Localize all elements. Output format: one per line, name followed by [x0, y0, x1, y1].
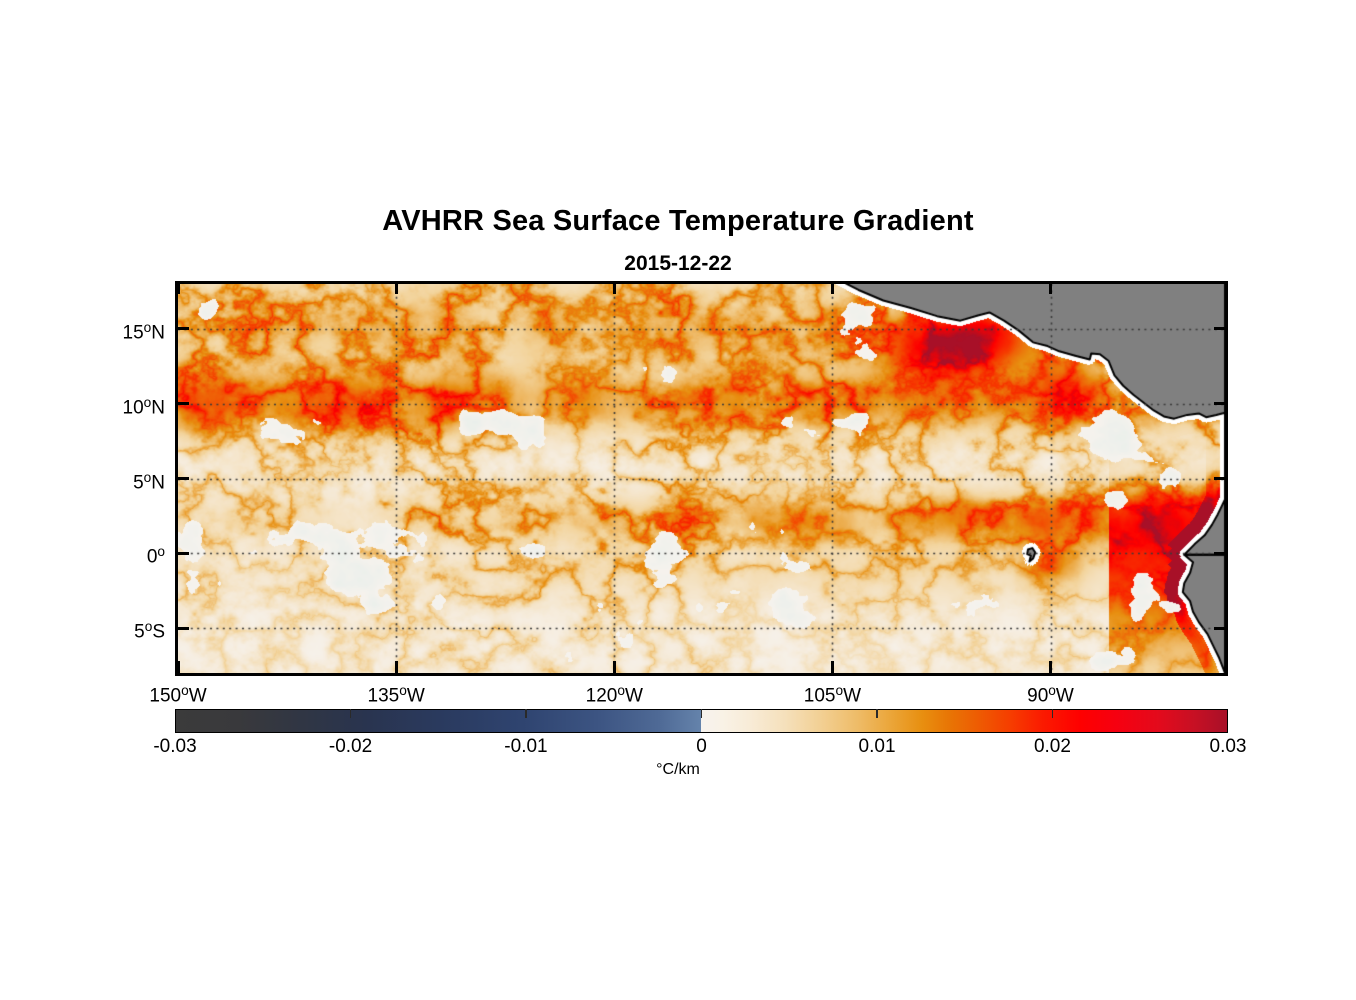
- x-tick-top-3: [830, 284, 834, 294]
- colorbar-label-6: 0.03: [1209, 736, 1247, 757]
- y-tick-right-1: [1214, 402, 1225, 406]
- chart-subtitle-date: 2015-12-22: [624, 252, 732, 275]
- colorbar-unit-text: °C/km: [656, 761, 700, 778]
- y-tick-right-3: [1214, 551, 1225, 555]
- x-tick-top-4: [1049, 284, 1052, 294]
- colorbar-tick-2: [525, 709, 527, 718]
- x-tick-bottom-1: [394, 661, 398, 673]
- colorbar-label-4: 0.01: [858, 736, 896, 757]
- y-tick-label-1: 10oN: [122, 394, 165, 419]
- x-tick-top-1: [394, 284, 398, 294]
- map-plot-area[interactable]: [175, 281, 1228, 676]
- colorbar[interactable]: [175, 709, 1228, 733]
- y-tick-label-3: 0o: [146, 544, 165, 568]
- x-tick-label-0: 150oW: [149, 683, 207, 707]
- page-title: AVHRR Sea Surface Temperature Gradient: [382, 205, 974, 237]
- colorbar-label-1: -0.02: [328, 736, 373, 757]
- y-tick-right-0: [1214, 327, 1225, 331]
- x-tick-bottom-0: [176, 661, 180, 673]
- y-tick-label-2: 5oN: [133, 469, 165, 494]
- colorbar-label-3: 0: [696, 736, 707, 757]
- y-tick-label-4: 5oS: [134, 619, 165, 643]
- colorbar-tick-3: [700, 709, 703, 718]
- x-tick-bottom-3: [830, 661, 834, 673]
- y-tick-left-3: [178, 551, 189, 555]
- colorbar-label-5: 0.02: [1033, 736, 1071, 757]
- colorbar-unit-label: °C/km: [0, 760, 1356, 779]
- y-tick-left-4: [178, 626, 189, 630]
- x-tick-label-2: 120oW: [585, 683, 643, 707]
- x-tick-top-2: [612, 284, 616, 294]
- y-tick-right-4: [1214, 626, 1225, 630]
- colorbar-label-2: -0.01: [504, 736, 548, 757]
- x-tick-label-3: 105oW: [803, 683, 861, 707]
- x-tick-bottom-2: [612, 661, 616, 673]
- y-tick-right-2: [1214, 477, 1225, 480]
- x-tick-top-0: [176, 284, 180, 294]
- y-tick-left-1: [178, 402, 189, 406]
- colorbar-tick-1: [349, 709, 352, 718]
- y-tick-left-2: [178, 477, 189, 480]
- sst-gradient-heatmap: [178, 284, 1225, 673]
- y-tick-label-0: 15oN: [122, 319, 165, 344]
- x-tick-label-1: 135oW: [367, 683, 425, 707]
- colorbar-tick-5: [1051, 709, 1054, 718]
- x-tick-label-4: 90oW: [1027, 683, 1074, 707]
- y-tick-left-0: [178, 327, 189, 331]
- colorbar-label-0: -0.03: [153, 736, 197, 757]
- colorbar-gradient-positive: [701, 709, 1228, 733]
- colorbar-tick-4: [876, 709, 878, 718]
- x-tick-bottom-4: [1049, 661, 1052, 673]
